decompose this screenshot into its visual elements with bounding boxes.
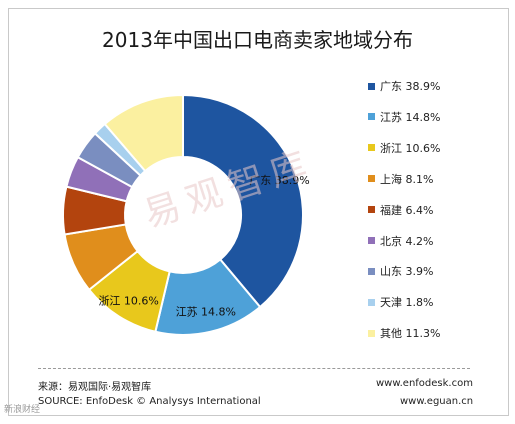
legend-label: 上海 8.1% [380,172,434,186]
legend-label: 浙江 10.6% [380,141,441,155]
data-label-1: 广东 38.9% [249,174,309,187]
legend-item-8: 天津 1.8% [368,294,433,310]
legend-swatch [368,237,375,244]
url-enfodesk[interactable]: www.enfodesk.com [376,378,473,389]
legend-swatch [368,175,375,183]
legend-label: 天津 1.8% [380,296,434,310]
legend-swatch [368,144,375,152]
url-eguan[interactable]: www.eguan.cn [400,396,474,407]
legend-swatch [368,82,375,90]
legend-item-9: 其他 11.3% [368,325,440,341]
data-label-3: 浙江 10.6% [98,295,158,308]
legend-item-1: 广东 38.9% [368,78,440,94]
legend-item-5: 福建 6.4% [368,202,433,218]
data-label-2: 江苏 14.8% [176,305,236,318]
chart-title: 2013年中国出口电商卖家地域分布 [102,28,413,52]
source-en: SOURCE: EnfoDesk © Analysys Internationa… [38,396,261,407]
donut-data-labels: 广东 38.9% 江苏 14.8% 浙江 10.6% [98,174,309,318]
donut-slices [62,93,304,336]
source-cn: 来源：易观国际·易观智库 [38,382,152,393]
legend-label: 广东 38.9% [380,80,441,93]
legend-swatch [368,113,375,121]
legend-label: 北京 4.2% [380,234,434,248]
slice-1 [182,93,304,309]
legend-swatch [368,267,375,275]
legend-swatch [368,206,375,214]
weibo-watermark: 新浪财经 [4,405,41,415]
legend-label: 其他 11.3% [380,327,441,341]
legend-item-3: 浙江 10.6% [368,140,440,156]
legend-swatch [368,298,375,306]
legend-label: 山东 3.9% [380,265,434,279]
slice-9 [103,93,184,173]
footer-divider [38,368,470,369]
legend-item-4: 上海 8.1% [368,171,433,187]
legend-swatch [368,329,375,337]
legend-label: 江苏 14.8% [380,110,441,124]
legend-label: 福建 6.4% [380,203,434,217]
legend-item-2: 江苏 14.8% [368,109,440,125]
legend-item-7: 山东 3.9% [368,263,433,279]
legend-item-6: 北京 4.2% [368,233,433,249]
